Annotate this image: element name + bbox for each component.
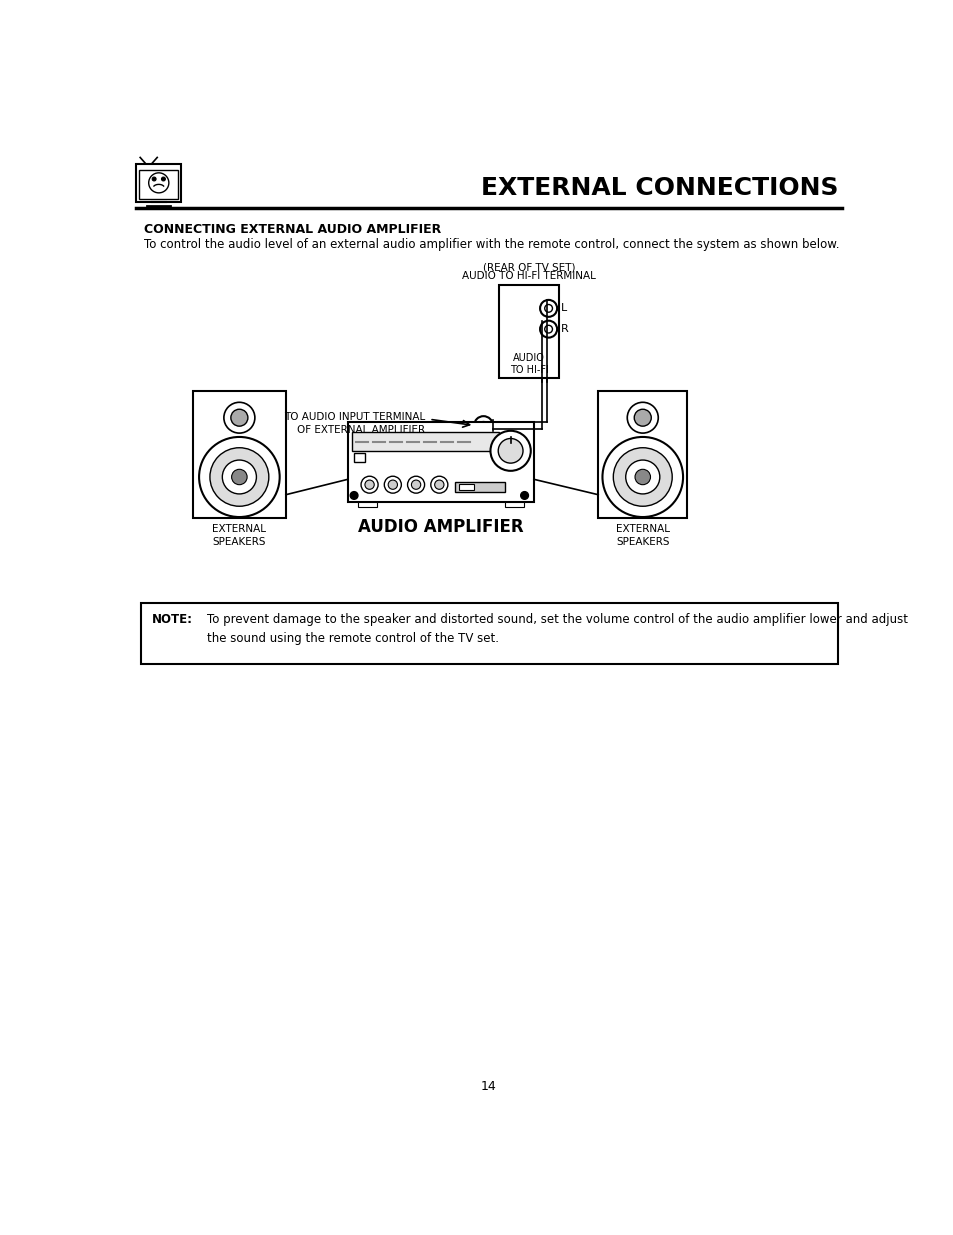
Text: EXTERNAL CONNECTIONS: EXTERNAL CONNECTIONS [480, 177, 838, 200]
Bar [505, 503, 523, 508]
Circle shape [210, 448, 269, 506]
Bar [352, 431, 498, 451]
Circle shape [224, 403, 254, 433]
Circle shape [479, 421, 487, 430]
Circle shape [613, 448, 672, 506]
Circle shape [474, 416, 493, 435]
Circle shape [350, 492, 357, 499]
Circle shape [231, 409, 248, 426]
Circle shape [625, 461, 659, 494]
Bar [141, 603, 838, 664]
Bar [455, 482, 505, 492]
Circle shape [544, 325, 552, 333]
Bar [458, 484, 474, 490]
Bar [139, 169, 178, 199]
Text: NOTE:: NOTE: [152, 614, 193, 626]
Circle shape [407, 477, 424, 493]
Text: AUDIO AMPLIFIER: AUDIO AMPLIFIER [357, 517, 523, 536]
Bar [354, 453, 365, 462]
Bar [598, 390, 686, 517]
Bar [193, 390, 286, 517]
Circle shape [232, 469, 247, 484]
Circle shape [539, 300, 557, 317]
Bar [357, 503, 376, 508]
Circle shape [490, 431, 530, 471]
Circle shape [635, 469, 650, 484]
Text: TO AUDIO INPUT TERMINAL
OF EXTERNAL AMPLIFIER: TO AUDIO INPUT TERMINAL OF EXTERNAL AMPL… [284, 411, 425, 435]
Circle shape [435, 480, 443, 489]
Text: (REAR OF TV SET): (REAR OF TV SET) [482, 263, 575, 273]
Bar [136, 163, 181, 203]
Circle shape [388, 480, 397, 489]
Text: AUDIO TO HI-FI TERMINAL: AUDIO TO HI-FI TERMINAL [462, 270, 596, 280]
Circle shape [152, 177, 156, 180]
Text: To prevent damage to the speaker and distorted sound, set the volume control of : To prevent damage to the speaker and dis… [207, 614, 907, 645]
Text: L: L [560, 304, 567, 314]
Circle shape [222, 461, 256, 494]
Circle shape [627, 403, 658, 433]
Circle shape [544, 305, 552, 312]
Circle shape [431, 477, 447, 493]
Text: R: R [560, 324, 568, 335]
Circle shape [365, 480, 374, 489]
Text: 14: 14 [480, 1079, 497, 1093]
Circle shape [199, 437, 279, 517]
Circle shape [520, 492, 528, 499]
Bar [348, 421, 534, 503]
Circle shape [411, 480, 420, 489]
Circle shape [634, 409, 651, 426]
Text: EXTERNAL
SPEAKERS: EXTERNAL SPEAKERS [615, 524, 669, 547]
Text: CONNECTING EXTERNAL AUDIO AMPLIFIER: CONNECTING EXTERNAL AUDIO AMPLIFIER [144, 222, 441, 236]
Text: AUDIO
TO HI-FI: AUDIO TO HI-FI [509, 353, 548, 375]
Circle shape [149, 173, 169, 193]
Bar [498, 285, 558, 378]
Text: To control the audio level of an external audio amplifier with the remote contro: To control the audio level of an externa… [144, 237, 839, 251]
Circle shape [161, 177, 165, 180]
Text: EXTERNAL
SPEAKERS: EXTERNAL SPEAKERS [213, 524, 266, 547]
Circle shape [384, 477, 401, 493]
Circle shape [539, 321, 557, 337]
Circle shape [360, 477, 377, 493]
Circle shape [602, 437, 682, 517]
Circle shape [497, 438, 522, 463]
